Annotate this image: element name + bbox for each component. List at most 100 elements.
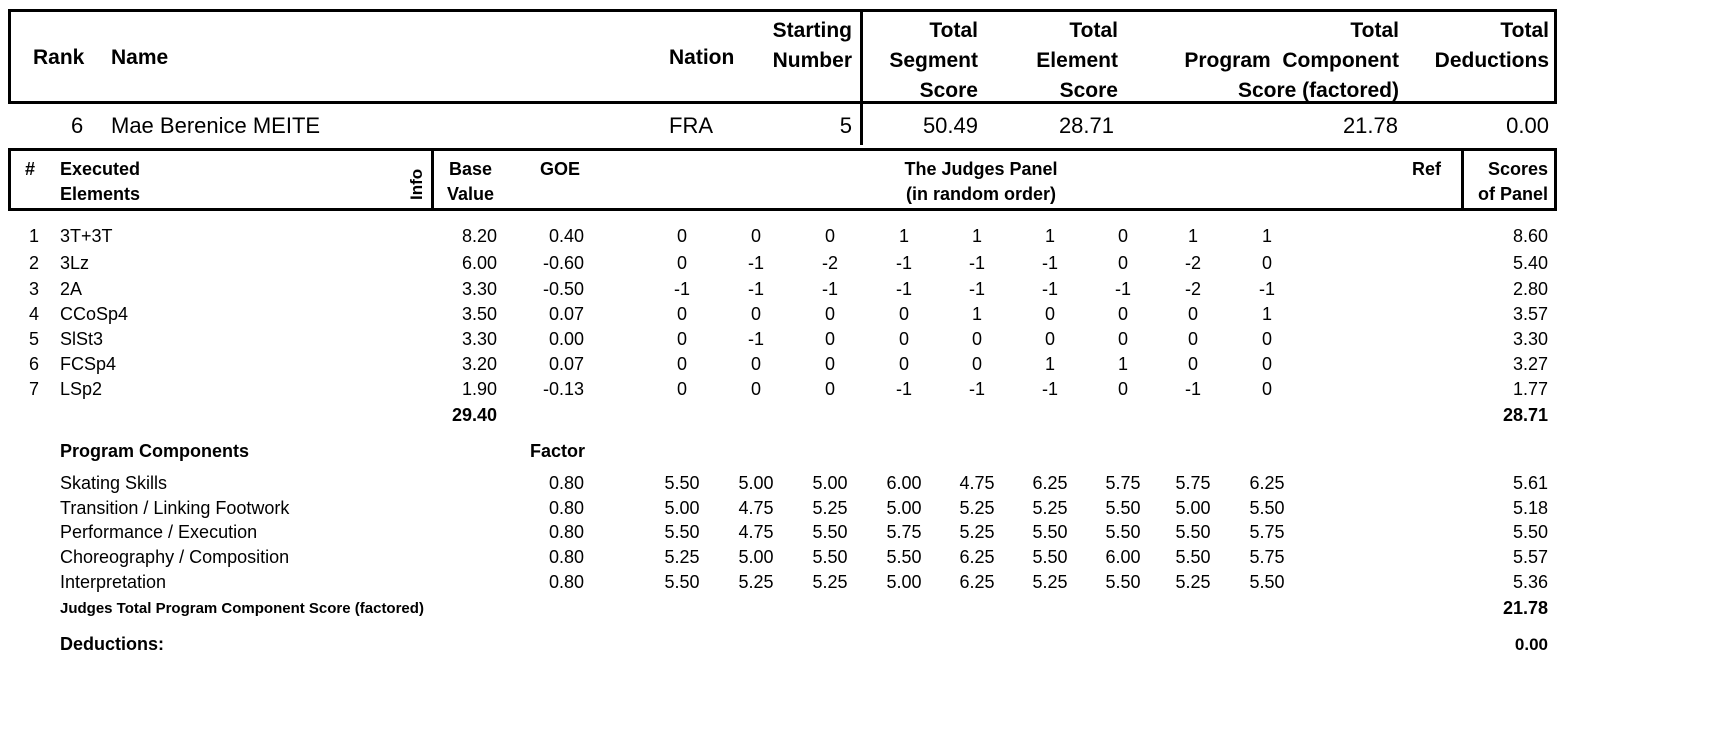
element-base-value: 1.90: [461, 379, 497, 399]
component-judge-score: 5.50: [664, 522, 700, 542]
element-name: SlSt3: [60, 329, 104, 349]
elements-header-divider-left: [431, 148, 434, 211]
element-judge-score: 0: [1117, 329, 1128, 349]
component-judge-score: 4.75: [738, 498, 774, 518]
component-judge-score: 5.50: [664, 572, 700, 592]
component-judge-score: 5.75: [1249, 547, 1285, 567]
element-judge-score: -1: [968, 253, 985, 273]
component-panel-score: 5.57: [1512, 547, 1548, 567]
element-judge-score: 0: [971, 354, 982, 374]
element-judge-score: 0: [898, 304, 909, 324]
element-judge-score: 0: [1261, 253, 1272, 273]
judges-panel-header: The Judges Panel (in random order): [904, 159, 1058, 204]
component-judge-score: 5.00: [738, 473, 774, 493]
element-name: 3Lz: [60, 253, 90, 273]
element-number: 5: [29, 329, 40, 349]
component-name: Interpretation: [60, 572, 167, 592]
starting-number-header: Starting Number: [772, 19, 852, 72]
component-judge-score: 5.50: [812, 547, 848, 567]
component-judge-score: 5.50: [664, 473, 700, 493]
component-judge-score: 5.25: [812, 498, 848, 518]
element-judge-score: 1: [1187, 226, 1198, 246]
element-panel-score: 5.40: [1512, 253, 1548, 273]
element-judge-score: 1: [971, 226, 982, 246]
component-judge-score: 4.75: [959, 473, 995, 493]
element-judge-score: -1: [895, 379, 912, 399]
skater-nation: FRA: [669, 113, 713, 138]
element-judge-score: 0: [1117, 253, 1128, 273]
element-panel-score: 1.77: [1512, 379, 1548, 399]
element-judge-score: 0: [1261, 379, 1272, 399]
elements-header-box: [8, 148, 1557, 211]
element-name: 3T+3T: [60, 226, 113, 246]
element-judge-score: -1: [1041, 253, 1058, 273]
component-judge-score: 5.25: [1032, 498, 1068, 518]
element-base-value: 6.00: [461, 253, 497, 273]
component-judge-score: 5.25: [959, 498, 995, 518]
element-judge-score: 0: [1187, 354, 1198, 374]
element-judge-score: 1: [898, 226, 909, 246]
element-judge-score: 0: [750, 354, 761, 374]
ref-header: Ref: [1412, 159, 1442, 179]
element-judge-score: 0: [898, 354, 909, 374]
component-judge-score: 6.25: [959, 572, 995, 592]
element-judge-score: -1: [821, 279, 838, 299]
factor-header: Factor: [530, 441, 586, 461]
component-judge-score: 6.25: [1032, 473, 1068, 493]
elements-header-divider-right: [1461, 148, 1464, 211]
element-number: 1: [29, 226, 40, 246]
component-judge-score: 5.50: [1249, 572, 1285, 592]
element-name: FCSp4: [60, 354, 117, 374]
element-judge-score: -1: [1041, 379, 1058, 399]
element-panel-score: 2.80: [1512, 279, 1548, 299]
element-judge-score: 0: [750, 379, 761, 399]
element-judge-score: 0: [676, 354, 687, 374]
component-judge-score: 5.75: [886, 522, 922, 542]
component-name: Transition / Linking Footwork: [60, 498, 290, 518]
component-factor: 0.80: [548, 522, 584, 542]
component-judge-score: 5.25: [664, 547, 700, 567]
component-judge-score: 5.50: [1032, 522, 1068, 542]
component-judge-score: 5.50: [1105, 498, 1141, 518]
element-number: 3: [29, 279, 40, 299]
elements-total: 28.71: [1502, 405, 1548, 425]
element-number: 2: [29, 253, 40, 273]
element-goe: 0.07: [548, 304, 584, 324]
element-goe: -0.50: [542, 279, 584, 299]
deductions-label: Deductions:: [60, 634, 165, 654]
element-judge-score: 0: [1261, 354, 1272, 374]
element-judge-score: 0: [1187, 304, 1198, 324]
element-judge-score: 0: [1117, 304, 1128, 324]
header-divider: [860, 9, 863, 145]
component-panel-score: 5.36: [1512, 572, 1548, 592]
element-base-value: 8.20: [461, 226, 497, 246]
component-judge-score: 5.00: [886, 572, 922, 592]
component-judge-score: 5.75: [1105, 473, 1141, 493]
component-judge-score: 6.25: [959, 547, 995, 567]
skater-deductions: 0.00: [1506, 113, 1549, 138]
component-judge-score: 6.00: [1105, 547, 1141, 567]
component-judge-score: 5.50: [1249, 498, 1285, 518]
element-judge-score: -2: [1184, 253, 1201, 273]
skater-rank: 6: [71, 113, 84, 138]
element-judge-score: 0: [676, 329, 687, 349]
element-judge-score: -1: [895, 279, 912, 299]
element-judge-score: 0: [824, 354, 835, 374]
component-panel-score: 5.18: [1512, 498, 1548, 518]
header-box: [8, 9, 1557, 104]
component-judge-score: 5.50: [1105, 522, 1141, 542]
element-judge-score: -1: [1184, 379, 1201, 399]
scores-of-panel-header: Scores of Panel: [1477, 159, 1548, 204]
component-judge-score: 5.50: [886, 547, 922, 567]
skater-segment-score: 50.49: [922, 113, 978, 138]
element-judge-score: 0: [750, 304, 761, 324]
component-judge-score: 5.75: [1249, 522, 1285, 542]
rank-header: Rank: [33, 46, 85, 69]
component-judge-score: 5.25: [959, 522, 995, 542]
element-judge-score: -1: [1258, 279, 1275, 299]
component-judge-score: 4.75: [738, 522, 774, 542]
element-judge-score: 0: [1117, 379, 1128, 399]
executed-elements-header: Executed Elements: [60, 159, 141, 204]
element-goe: 0.40: [548, 226, 584, 246]
element-judge-score: 0: [1044, 329, 1055, 349]
